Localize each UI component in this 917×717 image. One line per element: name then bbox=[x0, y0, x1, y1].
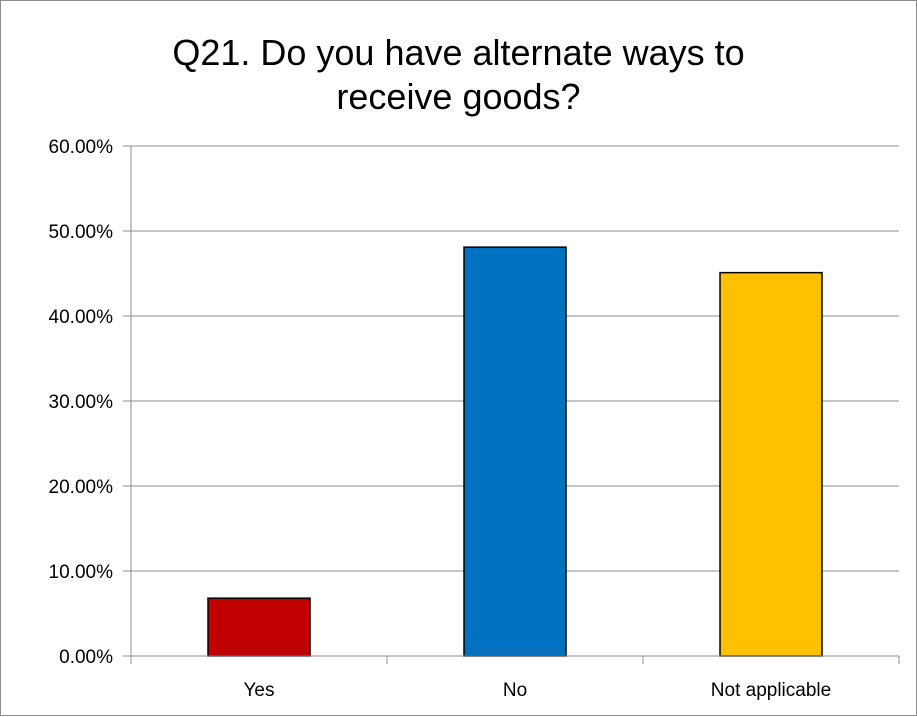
y-tick-label: 40.00% bbox=[49, 307, 114, 328]
bar-no bbox=[463, 246, 567, 657]
chart-title: Q21. Do you have alternate ways to recei… bbox=[172, 32, 745, 117]
y-tick-label: 30.00% bbox=[49, 392, 114, 413]
bar-not-applicable bbox=[719, 271, 823, 657]
y-tick-label: 0.00% bbox=[59, 647, 113, 668]
bar-yes bbox=[207, 597, 311, 657]
x-tick-label: No bbox=[503, 680, 527, 701]
y-tick-label: 60.00% bbox=[49, 137, 114, 158]
y-tick-label: 50.00% bbox=[49, 222, 114, 243]
y-tick-label: 20.00% bbox=[49, 477, 114, 498]
x-tick-label: Yes bbox=[244, 680, 275, 701]
x-tick-label: Not applicable bbox=[711, 680, 831, 701]
y-tick-label: 10.00% bbox=[49, 562, 114, 583]
